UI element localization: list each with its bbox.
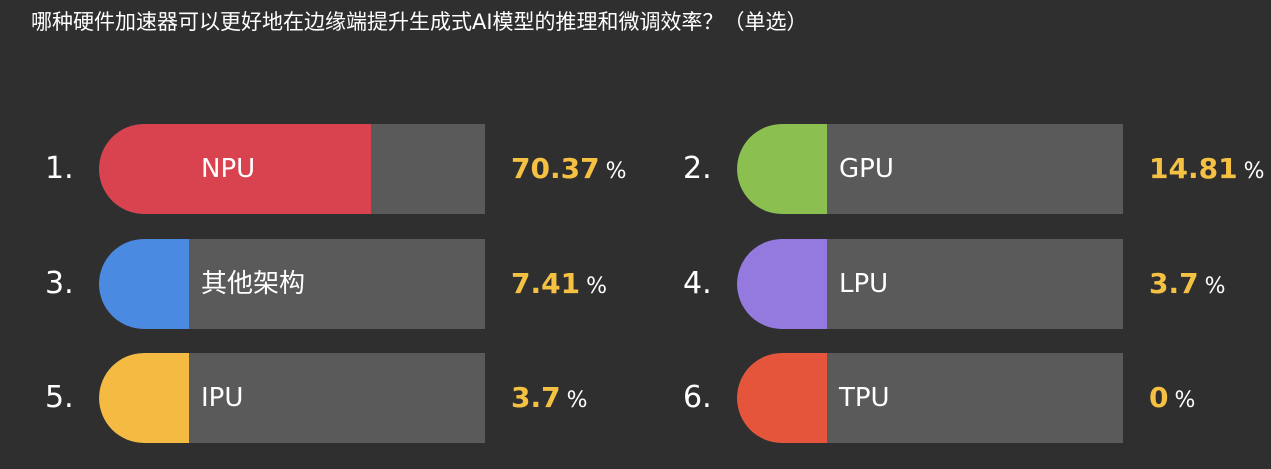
option-bar-track: 其他架构 — [99, 239, 485, 329]
option-number: 1. — [45, 151, 74, 186]
option-label: 其他架构 — [201, 269, 306, 299]
option-percent-sign: % — [586, 274, 607, 299]
option-percent-sign: % — [566, 388, 588, 413]
option-label: TPU — [839, 383, 890, 413]
option-percent: 7.41% — [511, 239, 607, 329]
option-percent: 0% — [1149, 353, 1195, 443]
option-percent-value: 14.81 — [1149, 152, 1238, 185]
option-percent-value: 70.37 — [511, 152, 600, 185]
option-label: GPU — [839, 154, 894, 184]
option-number: 3. — [45, 266, 74, 301]
option-percent-value: 0 — [1149, 381, 1169, 414]
option-number: 4. — [683, 266, 712, 301]
option-percent: 14.81% — [1149, 124, 1264, 214]
option-percent-value: 7.41 — [511, 267, 581, 300]
option-bar-fill — [99, 353, 189, 443]
option-bar-track: TPU — [737, 353, 1123, 443]
option-tpu[interactable]: 6. TPU 0% — [683, 353, 1271, 443]
option-number: 5. — [45, 380, 74, 415]
option-percent-sign: % — [1243, 159, 1265, 184]
option-npu[interactable]: 1. NPU 70.37% — [45, 124, 645, 214]
option-percent: 70.37% — [511, 124, 626, 214]
option-percent: 3.7% — [511, 353, 588, 443]
option-number: 6. — [683, 380, 712, 415]
option-bar-track: NPU — [99, 124, 485, 214]
option-bar-track: LPU — [737, 239, 1123, 329]
option-other-architecture[interactable]: 3. 其他架构 7.41% — [45, 239, 645, 329]
option-percent-value: 3.7 — [1149, 267, 1199, 300]
option-lpu[interactable]: 4. LPU 3.7% — [683, 239, 1271, 329]
option-bar-track: IPU — [99, 353, 485, 443]
option-percent-sign: % — [1204, 274, 1226, 299]
option-bar-fill — [737, 124, 827, 214]
option-ipu[interactable]: 5. IPU 3.7% — [45, 353, 645, 443]
option-bar-fill — [737, 353, 827, 443]
option-percent-sign: % — [605, 159, 627, 184]
option-label: LPU — [839, 269, 889, 299]
option-percent-sign: % — [1174, 388, 1196, 413]
option-percent: 3.7% — [1149, 239, 1226, 329]
option-bar-track: GPU — [737, 124, 1123, 214]
option-percent-value: 3.7 — [511, 381, 561, 414]
option-label: IPU — [201, 383, 244, 413]
option-number: 2. — [683, 151, 712, 186]
option-bar-fill — [737, 239, 827, 329]
option-gpu[interactable]: 2. GPU 14.81% — [683, 124, 1271, 214]
option-bar-fill — [99, 124, 371, 214]
question-title: 哪种硬件加速器可以更好地在边缘端提升生成式AI模型的推理和微调效率？（单选） — [31, 10, 808, 34]
option-label: NPU — [201, 154, 256, 184]
option-bar-fill — [99, 239, 189, 329]
